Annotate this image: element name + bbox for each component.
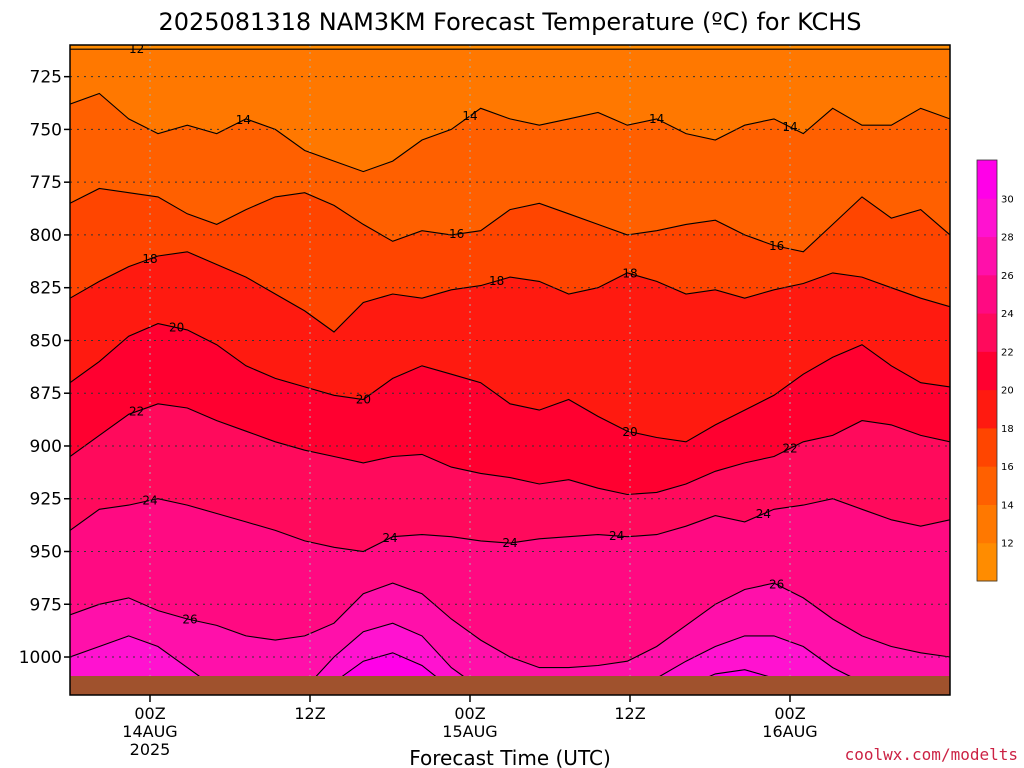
colorbar-segment (977, 351, 997, 391)
y-tick-label: 850 (30, 331, 62, 351)
plot-frame (69, 44, 951, 696)
isotherm-label: 26 (769, 577, 784, 591)
plot-area (70, 45, 950, 695)
y-tick-label: 975 (30, 595, 62, 615)
isotherm-label: 26 (182, 613, 197, 627)
colorbar-tick-label: 20 (1001, 386, 1014, 397)
isotherm-24-line (70, 498, 950, 553)
isotherm-label: 18 (142, 252, 157, 266)
ground-fill (70, 676, 950, 695)
y-tick-label: 775 (30, 173, 62, 193)
isotherm-label: 24 (756, 507, 771, 521)
colorbar: 12 14 16 18 20 22 24 26 28 30 (976, 159, 1014, 582)
colorbar-tick-label: 24 (1001, 309, 1014, 320)
isotherm-label: 14 (782, 120, 797, 134)
x-tick-label: 12Z (294, 704, 325, 723)
isotherm-label: 22 (782, 441, 797, 455)
x-axis-label: Forecast Time (UTC) (409, 746, 611, 768)
x-tick-label: 12Z (614, 704, 645, 723)
isotherm-label: 20 (356, 393, 371, 407)
isotherm-20-line (70, 323, 950, 443)
colorbar-segment (977, 504, 997, 544)
isotherm-label: 24 (502, 536, 517, 550)
colorbar-tick-label: 30 (1001, 194, 1014, 205)
colorbar-tick-label: 14 (1001, 500, 1014, 511)
y-tick-label: 800 (30, 226, 62, 246)
x-tick-label: 2025 (130, 740, 171, 759)
x-tick-label: 00Z (134, 704, 165, 723)
isotherm-label: 24 (382, 531, 397, 545)
isotherm-label: 14 (649, 112, 664, 126)
y-tick-label: 925 (30, 490, 62, 510)
x-tick-label: 16AUG (762, 722, 817, 741)
y-axis: 725 750 775 800 825 850 875 900 925 950 975 1000 (19, 68, 70, 668)
colorbar-segment (977, 274, 997, 314)
colorbar-segment (977, 389, 997, 429)
x-tick-label: 14AUG (122, 722, 177, 741)
isotherm-label: 16 (449, 227, 464, 241)
isotherm-label: 16 (769, 239, 784, 253)
isotherm-label: 18 (489, 274, 504, 288)
isotherm-16-line (70, 187, 950, 253)
colorbar-segment (977, 542, 997, 582)
isotherm-label: 24 (609, 529, 624, 543)
colorbar-tick-label: 12 (1001, 539, 1014, 550)
isotherm-label: 20 (169, 321, 184, 335)
y-tick-label: 825 (30, 279, 62, 299)
colorbar-segment (977, 198, 997, 238)
colorbar-frame (976, 159, 998, 582)
y-tick-label: 900 (30, 437, 62, 457)
isotherm-22-line (70, 403, 950, 496)
isotherm-label: 14 (236, 113, 251, 127)
colorbar-tick-label: 16 (1001, 462, 1014, 473)
y-tick-label: 750 (30, 120, 62, 140)
colorbar-tick-label: 28 (1001, 233, 1014, 244)
colorbar-segment (977, 427, 997, 467)
y-tick-label: 875 (30, 384, 62, 404)
isotherm-14-line (70, 92, 950, 173)
y-tick-label: 725 (30, 68, 62, 88)
x-tick-label: 00Z (454, 704, 485, 723)
isotherm-label: 12 (129, 42, 144, 56)
colorbar-segment (977, 313, 997, 352)
colorbar-tick-label: 18 (1001, 424, 1014, 435)
y-tick-label: 950 (30, 542, 62, 562)
isotherm-18-line (70, 251, 950, 333)
credit-text: coolwx.com/modelts (845, 745, 1018, 764)
isotherm-label: 22 (129, 404, 144, 418)
colorbar-segment (977, 236, 997, 276)
colorbar-segment (977, 160, 997, 199)
x-tick-label: 15AUG (442, 722, 497, 741)
chart-title: 2025081318 NAM3KM Forecast Temperature (… (158, 8, 861, 36)
colorbar-segment (977, 466, 997, 505)
isotherm-26-line (70, 582, 950, 669)
colorbar-tick-label: 22 (1001, 347, 1014, 358)
isotherm-label: 18 (622, 267, 637, 281)
x-tick-label: 00Z (774, 704, 805, 723)
colorbar-tick-label: 26 (1001, 271, 1014, 282)
ground-layer (70, 676, 950, 695)
y-tick-label: 1000 (19, 648, 62, 668)
